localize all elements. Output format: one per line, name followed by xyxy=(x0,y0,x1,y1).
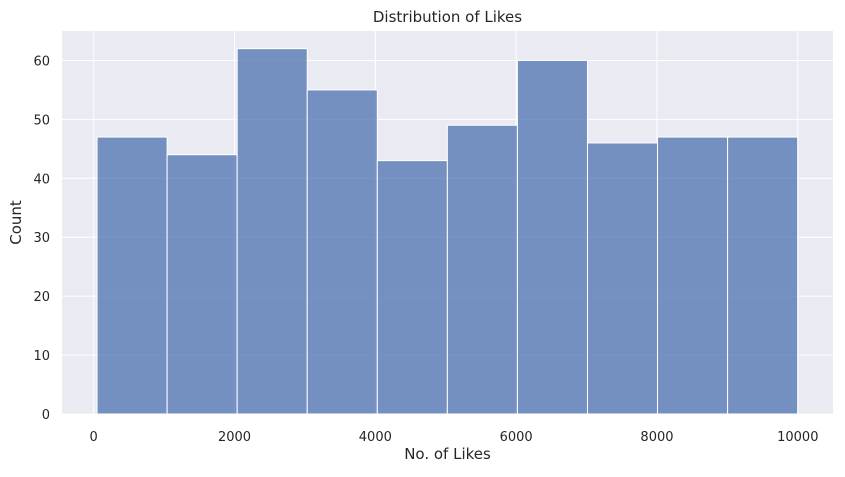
histogram-bar xyxy=(516,59,588,415)
histogram-bar xyxy=(446,124,518,415)
histogram-bar xyxy=(166,154,238,415)
x-axis-label: No. of Likes xyxy=(404,445,491,463)
y-tick-label: 60 xyxy=(33,54,50,69)
histogram-bar xyxy=(96,136,168,415)
chart-title: Distribution of Likes xyxy=(373,8,522,26)
x-tick-label: 4000 xyxy=(359,430,392,445)
y-tick-label: 40 xyxy=(33,172,50,187)
histogram-bar xyxy=(586,142,659,415)
y-axis-label: Count xyxy=(7,200,25,245)
histogram-bar xyxy=(657,136,729,415)
y-tick-label: 10 xyxy=(33,349,50,364)
x-tick-label: 2000 xyxy=(218,430,251,445)
x-tick-label: 6000 xyxy=(500,430,533,445)
x-tick-labels: 0 2000 4000 6000 8000 10000 xyxy=(90,430,819,445)
x-tick-label: 8000 xyxy=(640,430,673,445)
histogram-bar xyxy=(376,160,448,415)
histogram-bar xyxy=(236,48,308,415)
y-tick-label: 0 xyxy=(42,408,50,423)
x-tick-label: 0 xyxy=(90,430,98,445)
y-tick-label: 30 xyxy=(33,231,50,246)
histogram-bar xyxy=(727,136,799,415)
y-tick-label: 50 xyxy=(33,113,50,128)
x-tick-label: 10000 xyxy=(777,430,818,445)
histogram-bar xyxy=(306,89,378,415)
y-tick-labels: 0 10 20 30 40 50 60 xyxy=(33,54,50,423)
bars xyxy=(96,48,799,415)
y-tick-label: 20 xyxy=(33,290,50,305)
